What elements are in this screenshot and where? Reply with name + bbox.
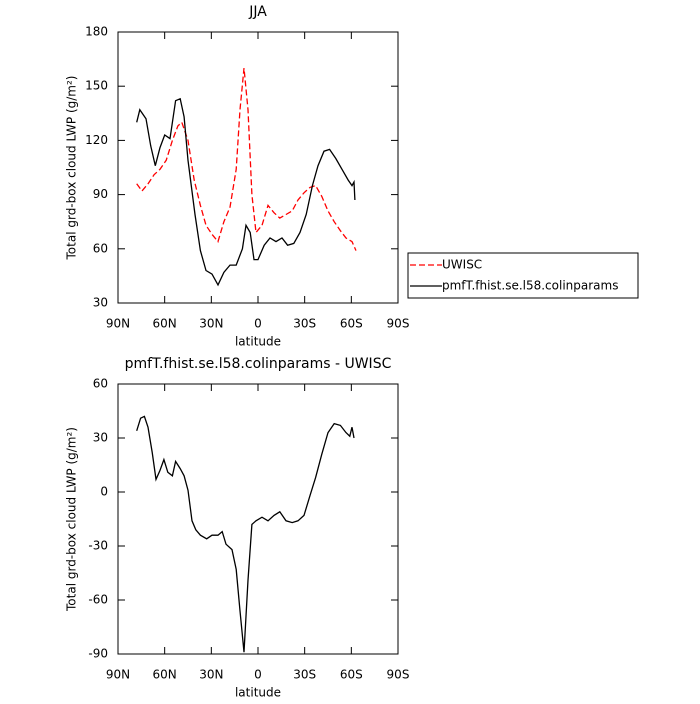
y-tick-label: -60: [88, 593, 108, 607]
x-tick-label: 60N: [153, 668, 177, 682]
y-tick-label: 30: [93, 431, 108, 445]
chart-title: JJA: [248, 4, 267, 20]
x-tick-label: 60N: [153, 317, 177, 331]
x-tick-label: 30S: [293, 668, 316, 682]
y-axis-label: Total grd-box cloud LWP (g/m²): [65, 427, 79, 612]
y-tick-label: -90: [88, 647, 108, 661]
y-tick-label: 0: [100, 485, 108, 499]
y-axis-label: Total grd-box cloud LWP (g/m²): [65, 76, 79, 261]
plot-frame: [117, 31, 399, 304]
y-tick-label: 90: [93, 187, 108, 201]
data-line: [136, 68, 357, 251]
legend-label: pmfT.fhist.se.l58.colinparams: [442, 279, 618, 293]
x-tick-label: 30N: [199, 317, 223, 331]
y-tick-label: 150: [85, 79, 108, 93]
x-tick-label: 0: [254, 668, 262, 682]
y-tick-label: 60: [93, 241, 108, 255]
x-tick-label: 60S: [340, 668, 363, 682]
x-tick-label: 0: [254, 317, 262, 331]
x-tick-label: 60S: [340, 317, 363, 331]
x-tick-label: 90S: [387, 668, 410, 682]
chart-title: pmfT.fhist.se.l58.colinparams - UWISC: [125, 356, 392, 372]
x-tick-label: 90N: [106, 668, 130, 682]
x-tick-label: 90N: [106, 317, 130, 331]
y-tick-label: 30: [93, 296, 108, 310]
y-tick-label: 180: [85, 25, 108, 39]
x-tick-label: 30S: [293, 317, 316, 331]
x-axis-label: latitude: [235, 686, 281, 700]
data-line: [136, 415, 355, 653]
legend-box: [407, 252, 639, 299]
y-tick-label: 120: [85, 133, 108, 147]
x-axis-label: latitude: [235, 335, 281, 349]
y-tick-label: 60: [93, 377, 108, 391]
data-line: [136, 97, 356, 287]
x-tick-label: 30N: [199, 668, 223, 682]
legend-label: UWISC: [442, 258, 482, 272]
plot-frame: [117, 383, 399, 655]
x-tick-label: 90S: [387, 317, 410, 331]
y-tick-label: -30: [88, 539, 108, 553]
